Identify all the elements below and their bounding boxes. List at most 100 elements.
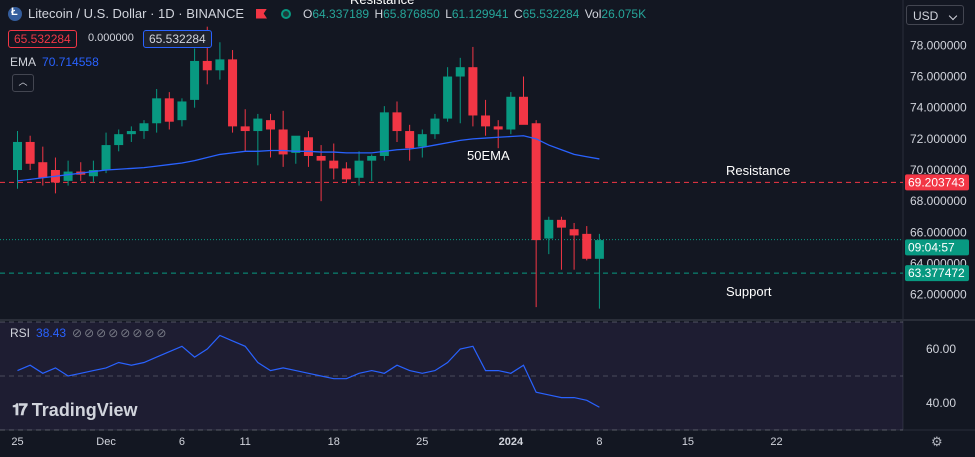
candle-body (556, 219, 566, 228)
rsi-line (17, 334, 600, 408)
candle-body (405, 131, 415, 149)
candle-body (228, 59, 238, 127)
annotation-50ema: 50EMA (467, 148, 510, 163)
candle-body (13, 141, 22, 170)
candle-body (303, 137, 313, 156)
candle-body (88, 170, 98, 177)
rsi-value: 38.43 (36, 326, 67, 340)
ema-label: EMA (10, 55, 37, 69)
x-tick-label: 11 (239, 436, 250, 448)
litecoin-logo-icon (8, 6, 22, 21)
candle-body (278, 129, 288, 155)
x-tick-label: 8 (596, 436, 602, 448)
candle-body (114, 134, 124, 146)
x-tick-label: 2024 (499, 436, 524, 448)
x-tick-label: 6 (179, 436, 185, 448)
candle-body (152, 98, 162, 124)
x-tick-label: 25 (416, 436, 428, 448)
candle-body (506, 96, 516, 130)
candle-body (481, 115, 491, 127)
candle-body (101, 145, 111, 170)
candle-body (202, 60, 212, 71)
currency-select[interactable]: USD (906, 5, 964, 25)
candle-body (38, 162, 48, 178)
x-tick-label: 18 (328, 436, 340, 448)
candle-body (569, 229, 579, 236)
support-price-label: 63.377472 (908, 266, 965, 280)
chevron-up-icon[interactable]: ︿ (12, 74, 34, 92)
gear-icon[interactable]: ⚙ (931, 434, 943, 449)
candle-body (177, 101, 187, 121)
x-tick-label: Dec (96, 436, 116, 448)
candle-body (367, 155, 377, 161)
flag-icon[interactable] (256, 8, 268, 19)
market-status-icon (281, 8, 292, 19)
rsi-y-tick-label: 40.00 (926, 396, 956, 410)
candle-body (215, 59, 225, 71)
x-tick-label: 25 (11, 436, 23, 448)
symbol-title[interactable]: Litecoin / U.S. Dollar · 1D · BINANCE (28, 6, 245, 21)
candle-body (392, 112, 402, 132)
candle-body (190, 60, 200, 100)
support-price-label-bg (905, 265, 969, 282)
x-tick-label: 22 (770, 436, 782, 448)
y-tick-label: 74.000000 (910, 101, 967, 115)
candle-body (354, 160, 364, 178)
candle-body (594, 240, 604, 259)
rsi-y-tick-label: 60.00 (926, 342, 956, 356)
rsi-label: RSI (10, 326, 31, 340)
candle-body (25, 141, 35, 164)
candle-body (253, 118, 263, 132)
resistance-price-label-bg (905, 174, 969, 191)
annotation-support: Support (726, 284, 772, 299)
buy-price-button[interactable]: 65.532284 (143, 30, 212, 48)
candle-body (468, 67, 478, 116)
chart-header: Litecoin / U.S. Dollar · 1D · BINANCE O6… (8, 6, 646, 21)
tradingview-logo: 𝟏𝟕 TradingView (12, 400, 138, 421)
y-tick-label: 78.000000 (910, 38, 967, 52)
candle-body (531, 123, 541, 241)
countdown-label: 09:04:57 (908, 240, 955, 254)
candle-body (455, 67, 465, 77)
annotation-resistance-top: Resistance (350, 0, 414, 7)
rsi-settings-icons[interactable]: ⊘⊘⊘⊘⊘⊘⊘⊘ (72, 326, 169, 340)
x-tick-label: 15 (682, 436, 694, 448)
candle-body (379, 112, 389, 156)
brand-name: TradingView (31, 400, 138, 420)
tradingview-mark-icon: 𝟏𝟕 (12, 401, 28, 419)
candle-body (519, 96, 528, 125)
annotation-resistance: Resistance (726, 163, 790, 178)
y-tick-label: 72.000000 (910, 132, 967, 146)
y-tick-label: 70.000000 (910, 163, 967, 177)
ema-line (17, 135, 600, 182)
y-tick-label: 68.000000 (910, 194, 967, 208)
y-tick-label: 66.000000 (910, 225, 967, 239)
candle-body (341, 168, 351, 180)
candle-body (443, 76, 453, 119)
ema-legend[interactable]: EMA 70.714558 (10, 55, 99, 69)
candle-body (164, 98, 174, 122)
candle-body (291, 135, 301, 153)
countdown-label-bg (905, 239, 969, 256)
candle-body (417, 134, 427, 147)
candle-body (430, 118, 440, 135)
candle-body (493, 126, 503, 130)
y-tick-label: 62.000000 (910, 288, 967, 302)
candle-body (582, 233, 592, 259)
candle-body (139, 123, 149, 132)
sell-price-button[interactable]: 65.532284 (8, 30, 77, 48)
ema-value: 70.714558 (42, 55, 99, 69)
candle-body (266, 120, 275, 130)
candle-body (126, 131, 136, 135)
candle-body (240, 126, 250, 132)
candle-body (63, 171, 73, 181)
resistance-price-label: 69.203743 (908, 175, 965, 189)
spread-value: 0.000000 (88, 32, 134, 44)
rsi-legend[interactable]: RSI 38.43 ⊘⊘⊘⊘⊘⊘⊘⊘ (10, 326, 168, 340)
y-tick-label: 76.000000 (910, 70, 967, 84)
ohlc-readout: O64.337189 H65.876850 L61.129941 C65.532… (303, 6, 647, 21)
candle-body (316, 155, 326, 161)
candle-body (544, 219, 554, 239)
candle-body (329, 160, 339, 169)
